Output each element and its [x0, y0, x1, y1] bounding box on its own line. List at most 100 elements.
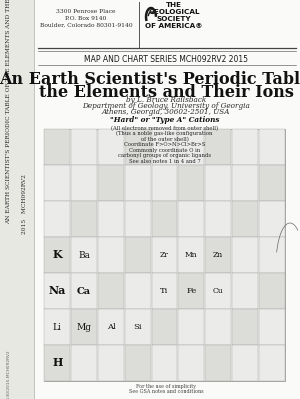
Bar: [259, 166, 285, 201]
Bar: [125, 237, 151, 273]
Bar: [152, 201, 178, 237]
Text: H: H: [52, 358, 63, 369]
Bar: [34, 0, 300, 399]
Bar: [232, 201, 258, 237]
Bar: [232, 346, 258, 381]
Text: carbonyl groups of organic ligands: carbonyl groups of organic ligands: [118, 154, 211, 158]
Bar: [71, 309, 97, 345]
Bar: [44, 129, 285, 381]
Bar: [178, 201, 204, 237]
Text: See GSA notes and conditions: See GSA notes and conditions: [129, 389, 203, 394]
Bar: [98, 166, 124, 201]
Bar: [178, 346, 204, 381]
Bar: [71, 166, 97, 201]
Text: P.O. Box 9140: P.O. Box 9140: [65, 16, 107, 21]
Bar: [71, 129, 97, 165]
Text: See also notes 1 in 4 and 7: See also notes 1 in 4 and 7: [129, 159, 200, 164]
Text: Fe: Fe: [186, 287, 197, 295]
Bar: [152, 129, 178, 165]
Text: Al: Al: [106, 323, 115, 331]
Bar: [44, 309, 70, 345]
Bar: [178, 129, 204, 165]
Bar: [125, 273, 151, 308]
Bar: [125, 129, 151, 165]
Text: Ba: Ba: [78, 251, 90, 259]
Text: Cu: Cu: [213, 287, 224, 295]
Bar: [71, 346, 97, 381]
Text: Zn: Zn: [213, 251, 223, 259]
Text: Ca: Ca: [77, 286, 91, 296]
Bar: [259, 346, 285, 381]
Text: the Elements and Their Ions: the Elements and Their Ions: [39, 84, 293, 101]
Text: by L. Bruce Railsback: by L. Bruce Railsback: [126, 96, 206, 104]
Text: OF AMERICA®: OF AMERICA®: [145, 23, 203, 29]
Text: Si: Si: [134, 323, 142, 331]
Bar: [232, 237, 258, 273]
Bar: [259, 273, 285, 308]
Bar: [178, 273, 204, 308]
Bar: [98, 129, 124, 165]
Bar: [205, 309, 231, 345]
Bar: [44, 129, 70, 165]
Bar: [125, 346, 151, 381]
Bar: [259, 309, 285, 345]
Bar: [98, 273, 124, 308]
Bar: [152, 237, 178, 273]
Bar: [205, 129, 231, 165]
Bar: [125, 201, 151, 237]
Text: Coordinate F>O>N>Cl>Br>S: Coordinate F>O>N>Cl>Br>S: [124, 142, 205, 148]
Text: For the use of simplicity: For the use of simplicity: [136, 384, 196, 389]
Bar: [125, 309, 151, 345]
Text: Mn: Mn: [185, 251, 198, 259]
Bar: [205, 346, 231, 381]
Text: Athens, Georgia, 30602-2501, USA: Athens, Georgia, 30602-2501, USA: [102, 108, 230, 116]
Bar: [205, 166, 231, 201]
Text: AN EARTH SCIENTIST'S PERIODIC TABLE OF THE ELEMENTS AND THEIR IONS: AN EARTH SCIENTIST'S PERIODIC TABLE OF T…: [7, 0, 11, 224]
Bar: [259, 129, 285, 165]
Text: Department of Geology, University of Georgia: Department of Geology, University of Geo…: [82, 102, 250, 110]
Bar: [178, 237, 204, 273]
Bar: [98, 237, 124, 273]
Bar: [44, 201, 70, 237]
Bar: [71, 201, 97, 237]
Bar: [205, 201, 231, 237]
Bar: [98, 346, 124, 381]
Text: THE: THE: [166, 2, 182, 8]
Text: 3300 Penrose Place: 3300 Penrose Place: [56, 9, 116, 14]
Bar: [125, 166, 151, 201]
Text: of the outer shell): of the outer shell): [141, 137, 188, 142]
Bar: [44, 166, 70, 201]
Bar: [232, 309, 258, 345]
Text: "Hard" or "Type A" Cations: "Hard" or "Type A" Cations: [110, 116, 219, 124]
Text: Li: Li: [53, 322, 62, 332]
Text: GEOLOGICAL: GEOLOGICAL: [148, 9, 200, 15]
Text: Ti: Ti: [160, 287, 169, 295]
Bar: [205, 237, 231, 273]
Text: Zr: Zr: [160, 251, 169, 259]
Bar: [232, 273, 258, 308]
Text: Mg: Mg: [77, 322, 92, 332]
Bar: [152, 166, 178, 201]
Bar: [98, 201, 124, 237]
Bar: [98, 309, 124, 345]
Text: Commonly coordinate O in: Commonly coordinate O in: [129, 148, 200, 153]
Bar: [178, 309, 204, 345]
Bar: [71, 273, 97, 308]
Bar: [232, 129, 258, 165]
Bar: [205, 273, 231, 308]
Text: 2015   MCH092RV2: 2015 MCH092RV2: [22, 174, 26, 234]
Bar: [0, 0, 34, 399]
Text: Na: Na: [49, 286, 66, 296]
Bar: [259, 237, 285, 273]
Bar: [44, 346, 70, 381]
Text: 10.1130/2015.MCH092RV2: 10.1130/2015.MCH092RV2: [7, 350, 11, 399]
Bar: [71, 237, 97, 273]
Bar: [152, 346, 178, 381]
Bar: [152, 309, 178, 345]
Text: (Thus a noble gas-like configuration: (Thus a noble gas-like configuration: [116, 131, 213, 136]
Bar: [178, 166, 204, 201]
Text: Boulder, Colorado 80301-9140: Boulder, Colorado 80301-9140: [40, 23, 132, 28]
Bar: [152, 273, 178, 308]
Text: (All electrons removed from outer shell): (All electrons removed from outer shell): [111, 126, 218, 131]
Text: MAP AND CHART SERIES MCH092RV2 2015: MAP AND CHART SERIES MCH092RV2 2015: [84, 55, 248, 64]
